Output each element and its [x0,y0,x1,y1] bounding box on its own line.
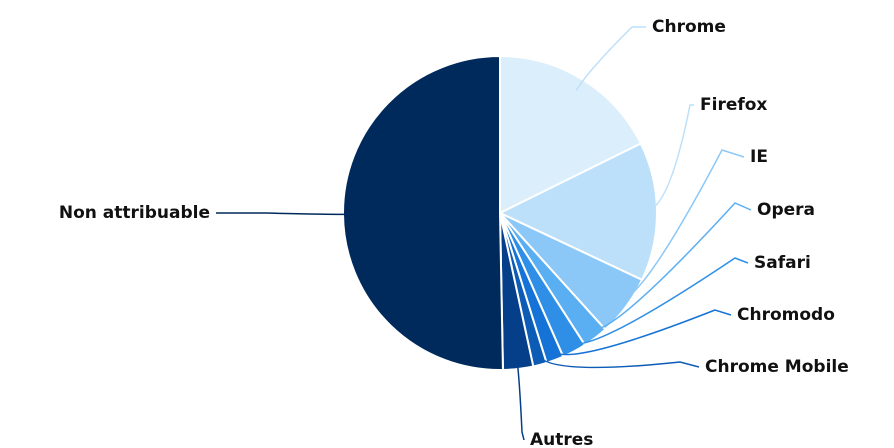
leader-line [644,104,694,213]
leader-line [536,352,700,369]
leader-line [549,309,732,356]
leader-line [575,26,646,91]
slice-label: Chrome Mobile [705,357,849,377]
slice-label: Opera [757,200,815,220]
slice-label: Autres [530,430,593,448]
pie-slice [497,142,658,282]
leader-line [516,356,525,441]
leader-line [615,149,745,301]
leader-line [567,257,749,345]
slice-label: Non attribuable [59,203,210,223]
slice-label: Firefox [700,95,767,115]
slice-label: Safari [754,253,811,273]
slice-label: Chrome [652,17,726,37]
slice-label: Chromodo [737,305,835,325]
pie-slice [342,54,504,371]
leader-line [587,202,752,331]
leader-line [216,212,356,216]
slice-label: IE [750,147,768,167]
